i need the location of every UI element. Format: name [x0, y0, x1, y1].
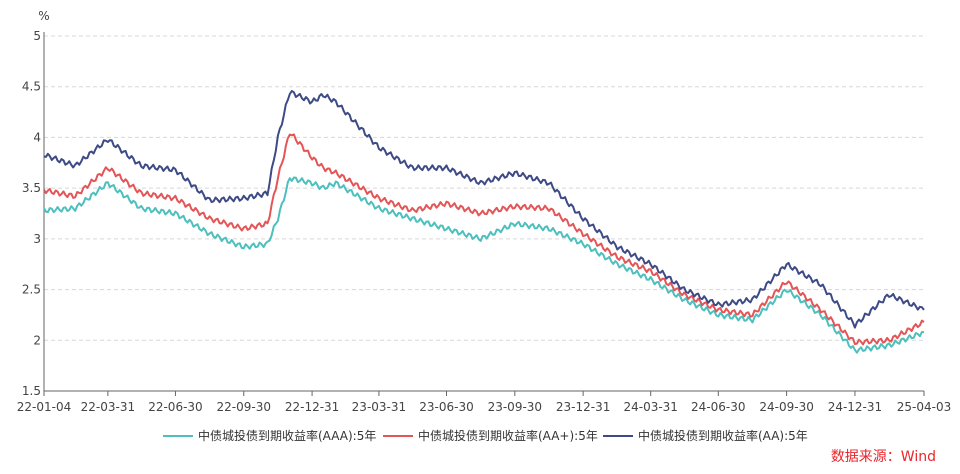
x-tick-label: 23-03-31: [352, 400, 406, 414]
series-line-3: [43, 90, 925, 329]
data-source-note: 数据来源：Wind: [830, 449, 936, 465]
x-axis: 22-01-04 22-03-31 22-06-30 22-09-30 22-12-31…: [17, 390, 951, 414]
series-line-1: [43, 176, 925, 354]
y-tick-label: 5: [33, 29, 41, 43]
x-tick-label: 24-03-31: [623, 400, 677, 414]
y-tick-label: 2: [33, 333, 41, 347]
x-tick-label: 22-12-31: [285, 400, 339, 414]
x-tick-label: 22-06-30: [148, 400, 202, 414]
y-tick-label: 3.5: [22, 181, 41, 195]
y-tick-label: 4: [33, 130, 41, 144]
x-tick-label: 24-09-30: [759, 400, 813, 414]
y-tick-label: 3: [33, 232, 41, 246]
x-tick-label: 22-01-04: [17, 400, 71, 414]
x-tick-label: 24-12-31: [828, 400, 882, 414]
legend-label: 中债城投债到期收益率(AAA):5年: [198, 428, 376, 443]
x-tick-label: 23-09-30: [488, 400, 542, 414]
series-line-2: [43, 133, 925, 346]
y-tick-label: 2.5: [22, 283, 41, 297]
x-tick-label: 22-09-30: [217, 400, 271, 414]
x-tick-label: 23-12-31: [556, 400, 610, 414]
series-lines: [43, 90, 925, 354]
y-axis: % 1.5 2 2.5 3 3.5 4 4.5 5: [22, 9, 50, 398]
x-tick-label: 24-06-30: [691, 400, 745, 414]
x-tick-label: 22-03-31: [81, 400, 135, 414]
y-axis-unit: %: [38, 9, 49, 23]
x-tick-label: 25-04-03: [897, 400, 951, 414]
y-tick-label: 1.5: [22, 384, 41, 398]
legend-label: 中债城投债到期收益率(AA+):5年: [418, 428, 598, 443]
y-tick-label: 4.5: [22, 80, 41, 94]
legend: 中债城投债到期收益率(AAA):5年 中债城投债到期收益率(AA+):5年 中债城投…: [163, 428, 808, 443]
legend-label: 中债城投债到期收益率(AA):5年: [638, 428, 808, 443]
x-tick-label: 23-06-30: [419, 400, 473, 414]
